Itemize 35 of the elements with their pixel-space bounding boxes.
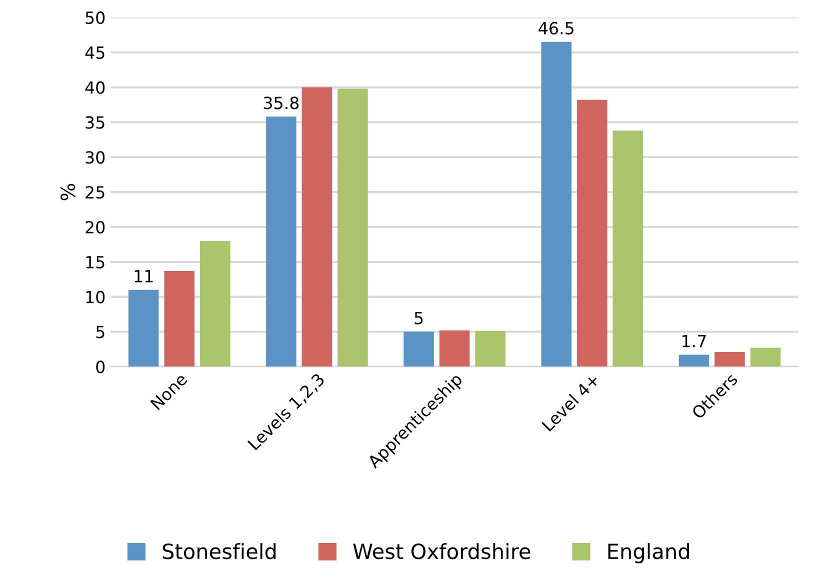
bar — [577, 100, 608, 367]
y-tick-label: 0 — [96, 360, 105, 374]
bar — [714, 352, 745, 367]
y-tick-label: 10 — [86, 290, 105, 304]
legend-label: Stonesfield — [162, 543, 276, 560]
y-tick-label: 25 — [86, 186, 104, 199]
bar — [164, 270, 194, 367]
bar — [612, 130, 644, 367]
data-label: 11 — [134, 270, 153, 282]
y-tick-label: 5 — [96, 326, 104, 338]
bar — [302, 87, 332, 367]
y-tick-label: 50 — [86, 11, 105, 24]
bar — [678, 354, 710, 367]
bar — [475, 331, 506, 367]
data-label: 35.8 — [264, 96, 299, 110]
legend-label: England — [608, 543, 689, 564]
bar — [338, 88, 368, 367]
data-label: 5 — [414, 312, 423, 324]
y-tick-label: 40 — [85, 81, 105, 94]
legend-label: West Oxfordshire — [353, 543, 530, 560]
bar — [200, 240, 230, 367]
y-tick-label: 20 — [86, 220, 105, 234]
y-axis-title: % — [60, 184, 76, 200]
y-tick-label: 45 — [85, 46, 104, 59]
bar — [266, 116, 296, 367]
data-label: 46.5 — [538, 22, 574, 35]
y-tick-label: 35 — [86, 116, 104, 129]
y-tick-label: 30 — [86, 151, 105, 164]
bar — [750, 348, 781, 367]
y-tick-label: 15 — [86, 256, 104, 268]
bar — [128, 290, 159, 367]
bar — [404, 332, 434, 367]
bar — [439, 330, 470, 367]
bar — [541, 42, 572, 367]
data-label: 1.7 — [682, 335, 706, 348]
